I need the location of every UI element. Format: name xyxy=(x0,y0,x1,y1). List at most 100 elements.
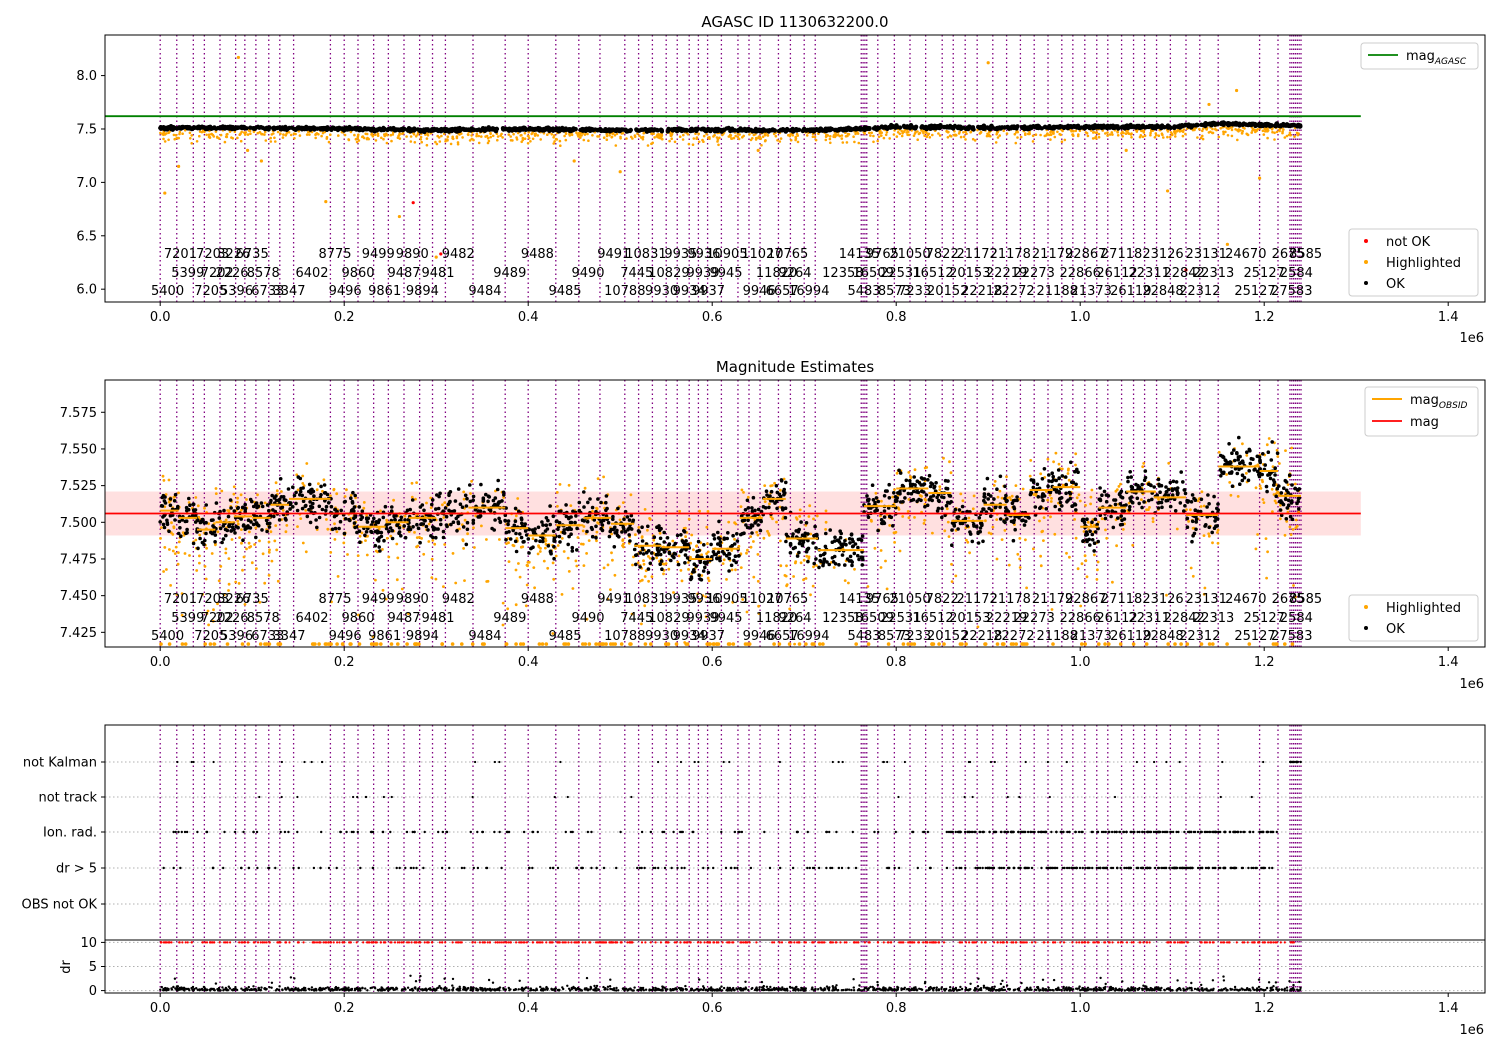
ok-point xyxy=(364,516,369,520)
ok-point xyxy=(970,126,975,131)
highlighted-point xyxy=(1240,132,1244,135)
highlighted-point xyxy=(745,610,749,614)
highlighted-point xyxy=(224,547,228,551)
ok-point xyxy=(835,538,840,543)
ok-point xyxy=(389,509,394,513)
highlighted-point xyxy=(422,552,426,556)
highlighted-point xyxy=(579,136,582,139)
highlighted-point xyxy=(248,530,251,534)
ok-point xyxy=(235,125,240,131)
ok-point xyxy=(702,543,706,547)
ok-point xyxy=(596,497,600,501)
obsid-label: 9482 xyxy=(442,247,475,262)
highlighted-point xyxy=(1074,463,1077,467)
highlighted-point xyxy=(333,522,336,526)
ok-point xyxy=(184,531,188,535)
highlighted-point xyxy=(525,583,529,587)
highlighted-point xyxy=(501,136,504,139)
highlighted-point xyxy=(1095,578,1099,581)
ok-point xyxy=(1014,126,1019,131)
ok-point xyxy=(771,128,777,133)
highlighted-point xyxy=(991,525,995,529)
highlighted-point xyxy=(913,468,917,472)
ok-point xyxy=(652,535,657,539)
highlighted-point xyxy=(789,133,792,136)
highlighted-point xyxy=(1025,586,1028,590)
highlighted-point xyxy=(413,141,417,144)
highlighted-point xyxy=(1273,138,1276,141)
obsid-label: 9861 xyxy=(368,284,401,299)
ok-point xyxy=(518,532,522,536)
highlighted-point xyxy=(249,132,252,135)
ok-point xyxy=(831,560,836,564)
agasc-panel-title: AGASC ID 1130632200.0 xyxy=(701,13,888,31)
ok-point xyxy=(484,492,488,497)
highlighted-point xyxy=(1007,563,1011,567)
ok-point xyxy=(448,490,453,494)
highlighted-point xyxy=(329,133,332,136)
highlighted-point xyxy=(466,133,470,136)
highlighted-point xyxy=(397,214,401,219)
highlighted-point xyxy=(725,578,728,581)
ok-point xyxy=(184,519,189,523)
highlighted-point xyxy=(1056,130,1059,134)
highlighted-point xyxy=(263,130,267,134)
highlighted-point xyxy=(898,549,902,553)
highlighted-point xyxy=(1116,131,1119,134)
highlighted-point xyxy=(326,527,330,531)
ok-point xyxy=(627,533,631,537)
highlighted-point xyxy=(460,642,464,646)
ok-point xyxy=(1051,124,1056,130)
ok-point xyxy=(781,508,785,512)
highlighted-point xyxy=(1130,132,1133,136)
highlighted-point xyxy=(1014,484,1018,487)
ok-point xyxy=(456,520,461,524)
ok-point xyxy=(378,549,382,553)
highlighted-point xyxy=(891,495,895,499)
highlighted-point xyxy=(968,551,971,555)
ok-point xyxy=(590,505,595,510)
ok-point xyxy=(1195,122,1200,128)
ok-point xyxy=(784,539,788,544)
highlighted-point xyxy=(785,584,788,588)
obsid-label: 23126 xyxy=(1142,247,1183,262)
ok-point xyxy=(402,524,407,528)
ok-point xyxy=(889,122,894,128)
highlighted-point xyxy=(702,134,706,138)
ok-point xyxy=(288,507,292,511)
highlighted-point xyxy=(188,554,191,557)
ok-point xyxy=(204,126,209,131)
ok-point xyxy=(605,506,609,511)
y-tick-label: 6.0 xyxy=(76,283,97,298)
highlighted-point xyxy=(236,55,240,60)
highlighted-point xyxy=(1283,533,1287,537)
ok-point xyxy=(637,530,642,534)
highlighted-point xyxy=(1203,586,1207,590)
highlighted-point xyxy=(414,497,417,501)
highlighted-point xyxy=(1276,490,1280,494)
ok-point xyxy=(416,526,421,531)
ok-point xyxy=(424,524,429,529)
highlighted-point xyxy=(1216,528,1220,532)
highlighted-point xyxy=(469,492,472,495)
ok-point xyxy=(1035,123,1041,128)
ok-point xyxy=(228,498,233,502)
highlighted-point xyxy=(400,587,404,591)
highlighted-point xyxy=(376,132,380,135)
highlighted-point xyxy=(1097,135,1101,139)
x-tick-label: 1.4 xyxy=(1438,310,1459,325)
ok-point xyxy=(860,534,865,538)
highlighted-point xyxy=(1241,129,1244,133)
highlighted-point xyxy=(434,255,438,259)
not-ok-point xyxy=(411,201,415,205)
ok-point xyxy=(575,526,579,531)
ok-point xyxy=(795,554,800,558)
highlighted-point xyxy=(670,137,673,140)
highlighted-point xyxy=(169,584,173,587)
highlighted-point xyxy=(374,139,378,142)
highlighted-point xyxy=(167,138,170,142)
ok-point xyxy=(740,519,745,523)
highlighted-point xyxy=(609,588,612,591)
highlighted-point xyxy=(989,134,992,138)
highlighted-point xyxy=(567,483,571,487)
